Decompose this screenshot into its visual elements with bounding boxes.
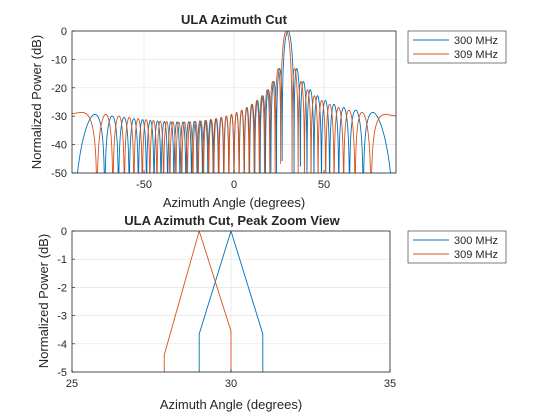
legend-label-309: 309 MHz — [454, 249, 498, 261]
legend-label-300: 300 MHz — [454, 35, 498, 47]
y-tick-label: 0 — [61, 226, 67, 238]
y-tick-label: -30 — [51, 111, 67, 123]
legend-label-300: 300 MHz — [454, 235, 498, 247]
legend-box — [407, 230, 507, 264]
y-tick-label: -2 — [57, 282, 67, 294]
axis-ticks: 25 30 35 0 -1 -2 -3 -4 -5 — [57, 226, 396, 390]
y-tick-label: -10 — [51, 54, 67, 66]
series-line-300-mhz — [72, 31, 396, 173]
y-axis-label: Normalized Power (dB) — [29, 35, 44, 169]
series-line-309-mhz — [72, 31, 396, 173]
peak-zoom-chart: ULA Azimuth Cut, Peak Zoom View 25 30 35 0 -… — [36, 213, 507, 412]
legend: 300 MHz 309 MHz — [407, 230, 507, 264]
legend: 300 MHz 309 MHz — [407, 30, 507, 64]
x-tick-label: 0 — [231, 179, 237, 191]
y-tick-label: -1 — [57, 254, 67, 266]
azimuth-cut-chart: ULA Azimuth Cut -50 0 50 0 -10 -20 -30 -40 -50 A… — [29, 12, 507, 210]
y-tick-label: -50 — [51, 168, 67, 180]
y-tick-label: 0 — [61, 26, 67, 38]
series-line-309-mhz — [163, 231, 232, 372]
series-line-300-mhz — [198, 231, 264, 372]
y-tick-label: -4 — [57, 339, 67, 351]
y-axis-label: Normalized Power (dB) — [36, 234, 51, 368]
x-tick-label: -50 — [136, 179, 152, 191]
axis-ticks: -50 0 50 0 -10 -20 -30 -40 -50 — [51, 26, 330, 191]
series-lines — [72, 31, 396, 173]
x-tick-label: 25 — [66, 378, 78, 390]
x-axis-label: Azimuth Angle (degrees) — [160, 397, 302, 412]
y-tick-label: -40 — [51, 140, 67, 152]
x-tick-label: 30 — [225, 378, 237, 390]
y-tick-label: -3 — [57, 311, 67, 323]
legend-box — [407, 30, 507, 64]
chart-title: ULA Azimuth Cut, Peak Zoom View — [124, 213, 340, 228]
y-tick-label: -20 — [51, 83, 67, 95]
series-lines — [163, 231, 264, 372]
x-axis-label: Azimuth Angle (degrees) — [163, 195, 305, 210]
y-tick-label: -5 — [57, 367, 67, 379]
x-tick-label: 50 — [318, 179, 330, 191]
legend-label-309: 309 MHz — [454, 49, 498, 61]
x-tick-label: 35 — [384, 378, 396, 390]
chart-title: ULA Azimuth Cut — [181, 12, 288, 27]
